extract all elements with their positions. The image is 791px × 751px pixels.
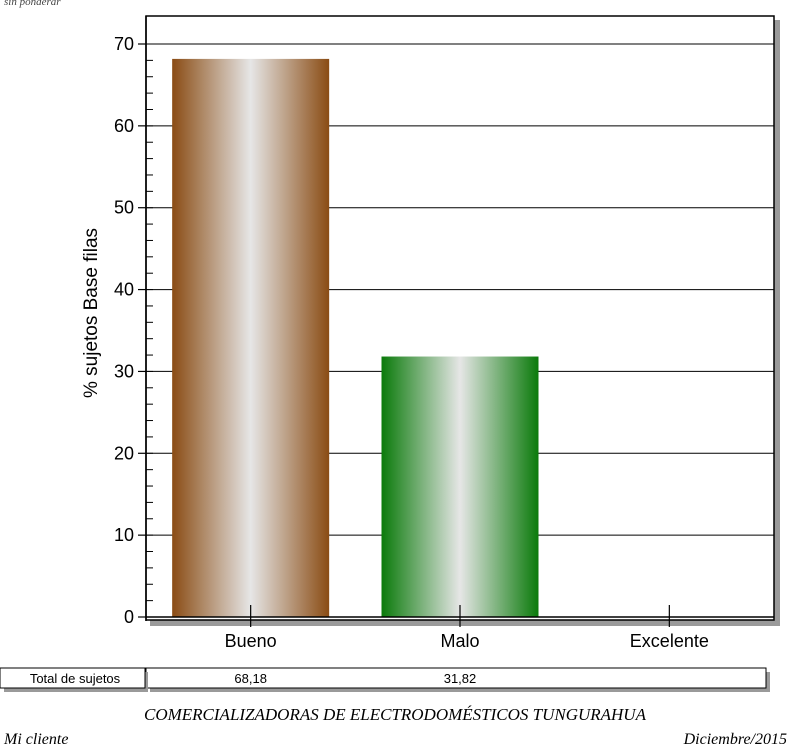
y-tick-label: 30 — [114, 361, 134, 381]
y-tick-label: 0 — [124, 607, 134, 627]
total-value: 68,18 — [234, 671, 267, 686]
totals-values: 68,18 31,82 — [234, 671, 476, 686]
x-axis: Bueno Malo Excelente — [146, 605, 774, 651]
x-tick-label: Malo — [440, 631, 479, 651]
top-note: sin ponderar — [4, 0, 61, 8]
y-axis: 0 10 20 30 40 50 60 70 — [114, 16, 153, 627]
y-tick-label: 20 — [114, 443, 134, 463]
y-tick-label: 60 — [114, 116, 134, 136]
footer-client: Mi cliente — [3, 731, 68, 748]
y-axis-title: % sujetos Base filas — [81, 228, 102, 398]
bar-malo — [381, 356, 539, 617]
y-tick-label: 50 — [114, 198, 134, 218]
y-tick-label: 10 — [114, 525, 134, 545]
y-tick-label: 40 — [114, 280, 134, 300]
totals-label: Total de sujetos — [30, 671, 121, 686]
x-tick-label: Bueno — [225, 631, 277, 651]
y-tick-label: 70 — [114, 34, 134, 54]
bar-bueno — [172, 58, 330, 617]
footer-title: COMERCIALIZADORAS DE ELECTRODOMÉSTICOS T… — [144, 705, 647, 724]
bars — [172, 58, 539, 617]
x-tick-label: Excelente — [630, 631, 709, 651]
total-value: 31,82 — [444, 671, 477, 686]
totals-label-box — [0, 667, 146, 689]
footer-date: Diciembre/2015 — [683, 731, 787, 748]
